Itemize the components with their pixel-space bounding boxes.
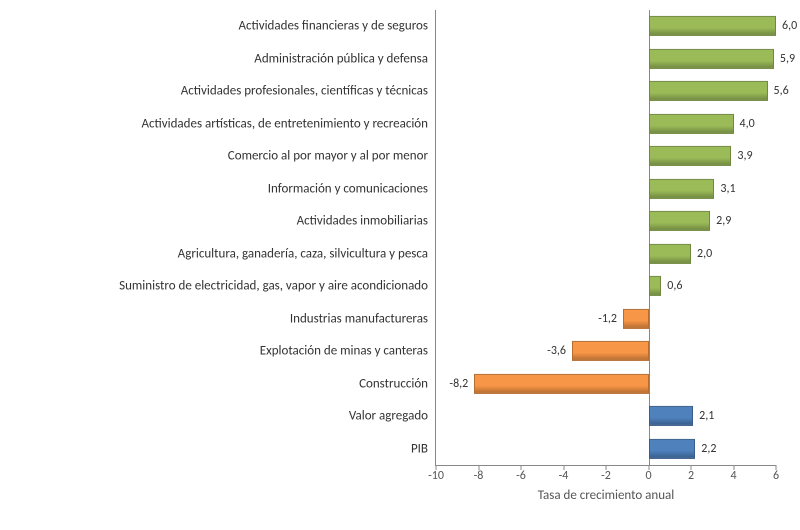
x-tick-label: 6 [773, 469, 779, 483]
bar [649, 146, 732, 166]
value-label: -1,2 [598, 312, 617, 326]
value-label: 5,9 [780, 52, 795, 66]
x-tick-label: -8 [474, 469, 484, 483]
bar [572, 341, 649, 361]
value-label: 3,9 [737, 149, 752, 163]
value-label: 2,0 [697, 247, 712, 261]
bar [649, 179, 715, 199]
bar-row: Actividades financieras y de seguros6,0 [436, 10, 776, 43]
category-label: Agricultura, ganadería, caza, silvicultu… [178, 246, 428, 261]
value-label: 6,0 [782, 19, 797, 33]
x-tick-label: -6 [516, 469, 526, 483]
bar [649, 406, 694, 426]
x-axis-label: Tasa de crecimiento anual [436, 488, 776, 503]
value-label: 0,6 [667, 279, 682, 293]
bar [474, 374, 648, 394]
bar-row: Actividades profesionales, científicas y… [436, 75, 776, 108]
category-label: Explotación de minas y canteras [260, 344, 428, 359]
x-tick-label: -2 [601, 469, 611, 483]
bar-row: Explotación de minas y canteras-3,6 [436, 335, 776, 368]
bar [649, 114, 734, 134]
category-label: Suministro de electricidad, gas, vapor y… [119, 279, 428, 294]
bar-row: Agricultura, ganadería, caza, silvicultu… [436, 238, 776, 271]
category-label: PIB [411, 441, 428, 456]
category-label: Actividades financieras y de seguros [238, 19, 428, 34]
bar [649, 276, 662, 296]
category-label: Valor agregado [349, 409, 428, 424]
x-tick-label: 4 [730, 469, 736, 483]
value-label: 2,2 [701, 442, 716, 456]
value-label: 4,0 [740, 117, 755, 131]
category-label: Construcción [359, 376, 428, 391]
value-label: 3,1 [720, 182, 735, 196]
category-label: Actividades profesionales, científicas y… [181, 84, 428, 99]
bar-row: Industrias manufactureras-1,2 [436, 303, 776, 336]
bar-row: Actividades inmobiliarias2,9 [436, 205, 776, 238]
value-label: -3,6 [547, 344, 566, 358]
value-label: 2,9 [716, 214, 731, 228]
bar [649, 244, 692, 264]
bar [649, 81, 768, 101]
value-label: 2,1 [699, 409, 714, 423]
bar [623, 309, 649, 329]
category-label: Actividades inmobiliarias [297, 214, 428, 229]
bar-row: Construcción-8,2 [436, 368, 776, 401]
category-label: Comercio al por mayor y al por menor [228, 149, 428, 164]
value-label: 5,6 [774, 84, 789, 98]
plot-area: Tasa de crecimiento anual -10-8-6-4-2024… [435, 10, 776, 466]
category-label: Información y comunicaciones [268, 181, 428, 196]
bar [649, 49, 774, 69]
bar-row: PIB2,2 [436, 433, 776, 466]
growth-rate-chart: Tasa de crecimiento anual -10 -8 -6 -4 -2 0 2 4… [0, 0, 800, 530]
x-tick-label: 2 [688, 469, 694, 483]
bar-row: Administración pública y defensa5,9 [436, 43, 776, 76]
bar-row: Suministro de electricidad, gas, vapor y… [436, 270, 776, 303]
bar [649, 211, 711, 231]
category-label: Administración pública y defensa [254, 51, 428, 66]
value-label: -8,2 [449, 377, 468, 391]
bar [649, 439, 696, 459]
category-label: Industrias manufactureras [290, 311, 428, 326]
bar-row: Información y comunicaciones3,1 [436, 173, 776, 206]
bar-row: Valor agregado2,1 [436, 400, 776, 433]
bar [649, 16, 777, 36]
x-tick-label: -4 [559, 469, 569, 483]
category-label: Actividades artísticas, de entretenimien… [141, 116, 428, 131]
bar-row: Comercio al por mayor y al por menor3,9 [436, 140, 776, 173]
x-tick-label: 0 [645, 469, 651, 483]
bar-row: Actividades artísticas, de entretenimien… [436, 108, 776, 141]
x-tick-label: -10 [428, 469, 444, 483]
